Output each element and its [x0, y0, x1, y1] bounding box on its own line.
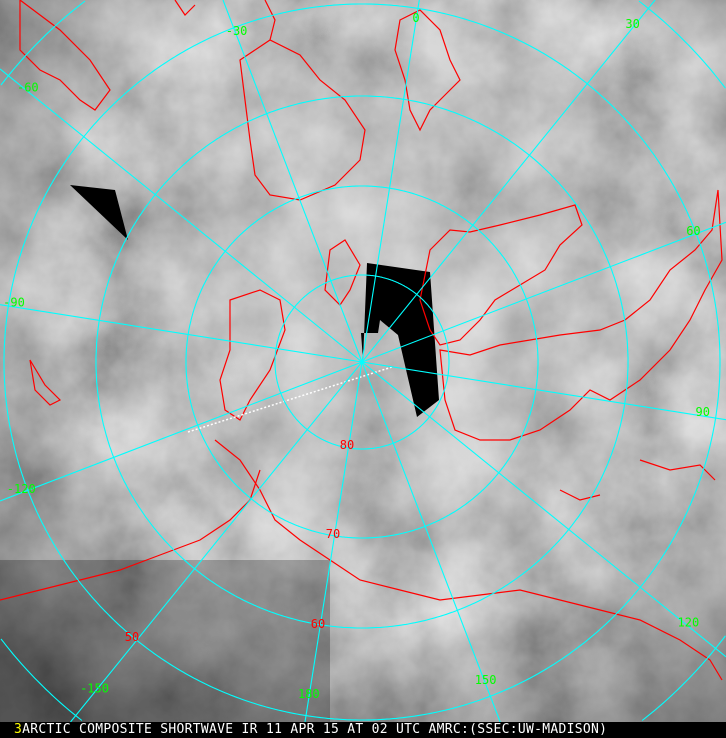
- grid-labels: -30 0 30 60 90 120 150 180 -150 -120 -90 -60 80 70 60 5…: [3, 11, 710, 701]
- latitude-label: 70: [326, 527, 340, 541]
- longitude-label: 120: [678, 615, 700, 629]
- meridian-line: [222, 0, 363, 363]
- longitude-label: -120: [7, 482, 36, 496]
- no-data-swath: [361, 263, 439, 417]
- longitude-label: 30: [625, 17, 639, 31]
- lat-lon-grid: [0, 0, 726, 722]
- latitude-circle-50: [3, 3, 721, 721]
- meridian-line: [361, 361, 726, 421]
- longitude-label: 90: [696, 405, 710, 419]
- coastlines: [0, 0, 723, 681]
- longitude-label: -90: [3, 295, 25, 309]
- latitude-label: 80: [340, 438, 354, 452]
- map-canvas: -30 0 30 60 90 120 150 180 -150 -120 -90 -60 80 70 60 5…: [0, 0, 726, 722]
- longitude-label: -60: [17, 80, 39, 94]
- latitude-circle-80: [274, 274, 450, 450]
- dark-bottom-left: [0, 560, 330, 722]
- latitude-circle-70: [185, 185, 539, 539]
- meridian-line: [304, 361, 363, 722]
- longitude-label: -30: [226, 24, 248, 38]
- longitude-label: -150: [80, 681, 109, 695]
- meridian-line: [0, 361, 363, 502]
- longitude-label: 0: [412, 11, 419, 25]
- meridian-line: [70, 361, 363, 722]
- meridian-line: [361, 221, 726, 363]
- longitude-label: 180: [298, 687, 320, 701]
- longitude-label: 60: [686, 224, 700, 238]
- meridian-line: [0, 304, 363, 363]
- latitude-circle-60: [95, 95, 629, 629]
- frame-number: 3: [14, 722, 23, 737]
- latitude-label: 60: [311, 617, 325, 631]
- no-data-wedge: [70, 185, 128, 240]
- longitude-label: 150: [475, 673, 497, 687]
- meridian-line: [361, 0, 420, 363]
- meridian-line: [361, 0, 656, 363]
- meridian-line: [361, 361, 501, 722]
- meridian-line: [0, 68, 363, 363]
- latitude-label: 50: [125, 630, 139, 644]
- meridian-line: [361, 361, 726, 658]
- image-caption: 3ARCTIC COMPOSITE SHORTWAVE IR 11 APR 15…: [0, 722, 726, 738]
- latitude-circle-40: [0, 0, 726, 721]
- caption-text: ARCTIC COMPOSITE SHORTWAVE IR 11 APR 15 …: [22, 722, 608, 737]
